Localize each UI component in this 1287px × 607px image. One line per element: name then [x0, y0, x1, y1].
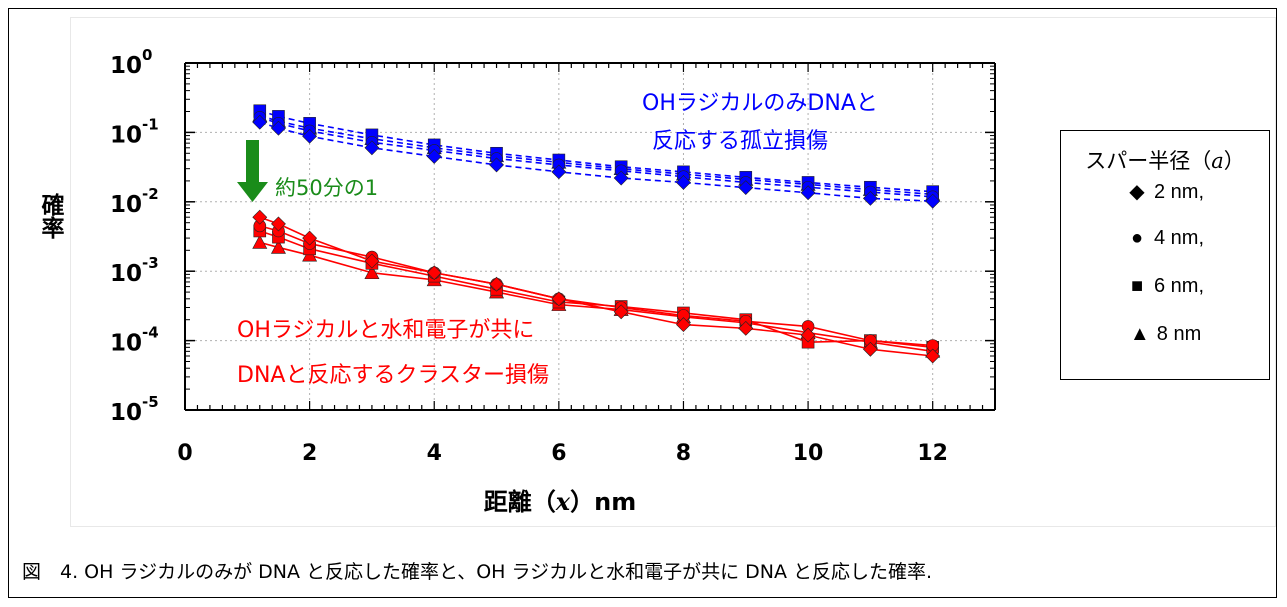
diamond-point: [738, 180, 754, 196]
diamond-point: [676, 175, 691, 190]
y-tick-exponent: -5: [142, 393, 159, 411]
cluster-series-diamond: [252, 209, 941, 364]
y-axis-label: 確率: [37, 192, 65, 239]
diamond-point: [613, 304, 629, 320]
x-axis-label-var: x: [555, 487, 571, 516]
legend-title-var: a: [1211, 149, 1224, 173]
x-tick-label: 6: [551, 441, 566, 466]
y-tick-exponent: -1: [142, 115, 159, 133]
y-tick-base: 10: [110, 400, 142, 426]
x-tick-label: 12: [917, 441, 948, 466]
y-tick-exponent: -2: [142, 185, 159, 203]
down-arrow: [237, 140, 268, 202]
y-tick-base: 10: [110, 192, 142, 218]
diamond-point: [800, 327, 816, 343]
y-tick-exponent: 0: [142, 46, 152, 64]
y-tick-base: 10: [110, 122, 142, 148]
legend-title-suffix: ）: [1223, 149, 1245, 173]
diamond-point: [302, 230, 318, 246]
annotations: OHラジカルのみDNAと 反応する孤立損傷 OHラジカルと水和電子が共に DNA…: [237, 91, 878, 388]
diamond-point: [252, 209, 268, 225]
legend-item-label: 4 nm,: [1153, 227, 1205, 249]
diamond-point: [862, 190, 878, 206]
diamond-point: [252, 114, 268, 130]
x-tick-label: 10: [793, 441, 824, 466]
isolated-series-diamond: [252, 114, 941, 209]
y-tick-label: 10-4: [110, 324, 159, 357]
y-tick-base: 10: [110, 53, 142, 79]
triangle-point: [270, 239, 286, 254]
diamond-point: [426, 265, 442, 281]
y-tick-label: 10-5: [110, 393, 159, 426]
legend-item-label: 2 nm,: [1153, 181, 1205, 203]
cluster-annotation-line1: OHラジカルと水和電子が共に: [237, 318, 534, 343]
diamond-point: [302, 128, 318, 144]
axes: [184, 62, 996, 411]
y-tick-label: 10-1: [110, 115, 159, 148]
diamond-point: [862, 341, 878, 357]
square-marker-icon: ■: [1130, 275, 1144, 297]
y-tick-exponent: -3: [142, 254, 159, 272]
circle-marker-icon: ●: [1130, 227, 1144, 249]
x-tick-label: 8: [676, 441, 691, 466]
isolated-annotation-line2: 反応する孤立損傷: [652, 129, 828, 154]
x-tick-label: 4: [427, 441, 442, 466]
x-tick-label: 0: [177, 441, 192, 466]
isolated-annotation-line1: OHラジカルのみDNAと: [642, 91, 878, 116]
legend: スパー半径（a） ◆ 2 nm, ● 4 nm, ■ 6 nm, ▲ 8 nm: [1060, 130, 1270, 380]
triangle-point: [252, 234, 268, 249]
diamond-point: [613, 170, 629, 186]
y-tick-label: 100: [110, 46, 152, 79]
diamond-point: [364, 253, 380, 269]
legend-item-4nm: ● 4 nm,: [1061, 227, 1269, 250]
legend-title: スパー半径（a）: [1061, 145, 1269, 175]
legend-item-label: 8 nm: [1156, 323, 1202, 345]
diamond-point: [426, 149, 442, 164]
x-axis-label: 距離（x）nm: [484, 487, 636, 516]
legend-item-2nm: ◆ 2 nm,: [1061, 179, 1269, 204]
diamond-point: [925, 193, 941, 209]
legend-item-label: 6 nm,: [1153, 275, 1205, 297]
series-layer: [252, 104, 941, 364]
legend-title-prefix: スパー半径（: [1085, 149, 1212, 173]
diamond-point: [489, 157, 504, 173]
diamond-point: [676, 317, 691, 333]
diamond-point: [271, 216, 286, 232]
y-tick-base: 10: [110, 331, 142, 357]
diamond-point: [551, 164, 567, 180]
y-tick-base: 10: [110, 261, 142, 287]
diamond-point: [364, 140, 380, 156]
legend-item-8nm: ▲ 8 nm: [1061, 323, 1269, 346]
y-tick-label: 10-2: [110, 185, 159, 218]
x-axis-label-suffix: ）nm: [570, 488, 636, 516]
diamond-point: [271, 120, 286, 136]
triangle-point: [364, 265, 380, 280]
diamond-point: [489, 276, 504, 292]
figure-caption: 図 4. OH ラジカルのみが DNA と反応した確率と、OH ラジカルと水和電…: [22, 561, 933, 583]
triangle-marker-icon: ▲: [1129, 323, 1150, 345]
y-tick-exponent: -4: [142, 324, 159, 342]
diamond-point: [738, 320, 754, 336]
diamond-point: [925, 348, 941, 364]
legend-item-6nm: ■ 6 nm,: [1061, 275, 1269, 298]
cluster-annotation-line2: DNAと反応するクラスター損傷: [237, 363, 549, 388]
x-tick-label: 2: [302, 441, 317, 466]
x-axis-label-prefix: 距離（: [484, 488, 556, 516]
diamond-point: [551, 291, 567, 307]
y-tick-label: 10-3: [110, 254, 159, 287]
diamond-point: [800, 185, 816, 201]
ratio-annotation: 約50分の1: [275, 176, 378, 200]
diamond-marker-icon: ◆: [1129, 181, 1145, 203]
